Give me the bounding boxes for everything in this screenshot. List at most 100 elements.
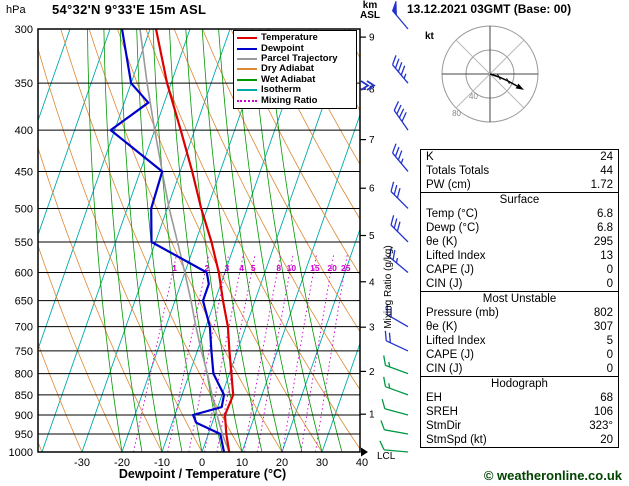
mixing-ratio-value-label: 10 bbox=[287, 263, 297, 273]
table-row-label: Dewp (°C) bbox=[426, 222, 480, 234]
table-row-value: 68 bbox=[600, 392, 613, 404]
wind-barb bbox=[383, 355, 409, 375]
mixing-ratio-line bbox=[243, 254, 281, 452]
table-row-value: 44 bbox=[600, 165, 613, 177]
wind-barb bbox=[391, 143, 409, 172]
pressure-tick-label: 900 bbox=[15, 410, 33, 422]
table-section-most-unstable: Most Unstable Pressure (mb) 802 θe (K) 307 Li… bbox=[420, 291, 619, 377]
table-row-label: StmSpd (kt) bbox=[426, 434, 487, 446]
hodograph: 40 80 bbox=[441, 25, 539, 123]
mixing-ratio-line bbox=[204, 254, 244, 452]
hodograph-ring-label: 40 bbox=[469, 92, 478, 101]
table-row-label: Totals Totals bbox=[426, 165, 490, 177]
wind-barb bbox=[392, 1, 409, 30]
legend-item-temperature: Temperature bbox=[237, 33, 353, 43]
datetime-title: 13.12.2021 03GMT (Base: 00) bbox=[407, 2, 572, 16]
legend-item-label: Temperature bbox=[261, 32, 318, 44]
mixing-ratio-value-label: 5 bbox=[251, 263, 256, 273]
mixing-ratio-value-label: 8 bbox=[276, 263, 281, 273]
table-row-label: CIN (J) bbox=[426, 363, 463, 375]
table-row-label: CIN (J) bbox=[426, 278, 463, 290]
pressure-tick-label: 1000 bbox=[9, 447, 33, 459]
isotherm-line bbox=[81, 29, 231, 452]
tropopause-marker bbox=[360, 80, 370, 91]
legend-item-parcel-trajectory: Parcel Trajectory bbox=[237, 52, 353, 64]
pressure-tick-label: 850 bbox=[15, 390, 33, 402]
temperature-tick-label: 30 bbox=[316, 457, 328, 469]
table-section-header: Hodograph bbox=[491, 378, 548, 390]
isotherm-line bbox=[38, 29, 71, 122]
temperature-tick-label: 10 bbox=[236, 457, 248, 469]
km-tick-label: 4 bbox=[369, 277, 375, 288]
wind-barb bbox=[391, 55, 409, 84]
mixing-ratio-value-label: 15 bbox=[310, 263, 320, 273]
pressure-tick-label: 650 bbox=[15, 296, 33, 308]
hodograph-kt-label: kt bbox=[425, 31, 435, 42]
legend-item-mixing-ratio: Mixing Ratio bbox=[237, 95, 353, 105]
table-row: SREH 106 bbox=[421, 405, 618, 419]
table-row-label: Lifted Index bbox=[426, 250, 486, 262]
legend-item-label: Parcel Trajectory bbox=[261, 52, 338, 64]
table-row-value: 24 bbox=[600, 151, 613, 163]
legend-item-label: Isotherm bbox=[261, 84, 302, 96]
pressure-tick-label: 300 bbox=[15, 24, 33, 36]
legend-line-sample bbox=[237, 68, 257, 71]
table-row-label: CAPE (J) bbox=[426, 349, 474, 361]
km-tick-label: 9 bbox=[369, 33, 375, 44]
wind-barb bbox=[383, 376, 409, 396]
chart-legend: Temperature Dewpoint Parcel Trajectory Dry … bbox=[233, 30, 357, 109]
table-row-value: 295 bbox=[593, 236, 613, 248]
km-tick-label: 6 bbox=[369, 184, 375, 195]
legend-line-sample bbox=[237, 89, 257, 92]
wet-adiabat-line bbox=[136, 29, 183, 452]
wind-barb bbox=[380, 420, 409, 435]
temperature-tick-label: 40 bbox=[356, 457, 368, 469]
pressure-tick-label: 450 bbox=[15, 166, 33, 178]
mixing-ratio-value-label: 20 bbox=[327, 263, 337, 273]
pressure-tick-label: 550 bbox=[15, 237, 33, 249]
temperature-tick-label: 0 bbox=[199, 457, 205, 469]
wind-barb bbox=[379, 440, 409, 453]
table-row-label: StmDir bbox=[426, 420, 462, 432]
isotherm-line bbox=[38, 29, 111, 237]
table-row-value: 307 bbox=[593, 321, 613, 333]
table-row-value: 802 bbox=[593, 307, 613, 319]
table-row-label: PW (cm) bbox=[426, 179, 471, 191]
legend-line-sample bbox=[237, 57, 257, 60]
mixing-ratio-line bbox=[300, 254, 335, 452]
dry-adiabat-line bbox=[0, 29, 2, 452]
table-section-hodograph: Hodograph EH 68 SREH 106 StmDir 323° StmSpd (kt… bbox=[420, 376, 619, 448]
hodograph-trace-tick bbox=[497, 74, 501, 80]
hodograph-diagonal bbox=[455, 39, 491, 75]
table-row: CIN (J) 0 bbox=[421, 277, 618, 291]
pressure-tick-label: 400 bbox=[15, 125, 33, 137]
km-tick-label: 1 bbox=[369, 410, 375, 421]
temperature-tick-label: 20 bbox=[276, 457, 288, 469]
table-row-label: Pressure (mb) bbox=[426, 307, 499, 319]
mixing-ratio-line bbox=[315, 254, 348, 452]
hodograph-diagonal bbox=[489, 73, 525, 109]
table-row: Pressure (mb) 802 bbox=[421, 306, 618, 320]
temperature-tick-label: -30 bbox=[74, 457, 90, 469]
table-row: StmSpd (kt) 20 bbox=[421, 433, 618, 447]
wind-barb bbox=[390, 215, 409, 243]
table-section-header: Surface bbox=[499, 194, 540, 206]
table-row-label: Temp (°C) bbox=[426, 208, 478, 220]
table-row: Dewp (°C) 6.8 bbox=[421, 221, 618, 235]
table-row: EH 68 bbox=[421, 391, 618, 405]
wind-barb bbox=[393, 101, 409, 131]
wind-barb bbox=[386, 304, 409, 328]
dry-adiabat-line bbox=[287, 29, 360, 166]
table-row-label: SREH bbox=[426, 406, 458, 418]
table-row: CIN (J) 0 bbox=[421, 362, 618, 376]
table-row-label: θe (K) bbox=[426, 321, 458, 333]
temperature-tick-label: -20 bbox=[114, 457, 130, 469]
legend-line-sample bbox=[237, 78, 257, 81]
table-row-value: 20 bbox=[600, 434, 613, 446]
table-section: K 24 Totals Totals 44 PW (cm) 1.72 bbox=[420, 149, 619, 193]
hodograph-diagonal bbox=[489, 39, 525, 75]
table-row-value: 0 bbox=[606, 349, 613, 361]
dry-adiabat-line bbox=[230, 29, 360, 276]
table-row: Temp (°C) 6.8 bbox=[421, 207, 618, 221]
